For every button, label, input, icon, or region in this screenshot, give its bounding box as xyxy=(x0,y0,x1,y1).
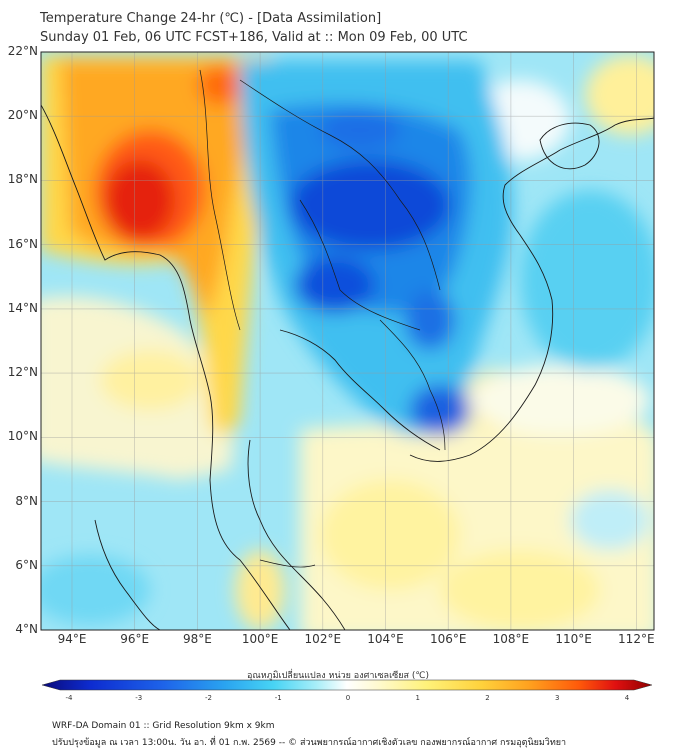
lat-label: 14°N xyxy=(7,300,38,315)
colorbar-tick-label: 2 xyxy=(485,694,490,702)
north-red-spot xyxy=(198,65,242,105)
cambodia-border xyxy=(379,319,446,451)
colorbar-title: อุณหภูมิเปลี่ยนแปลง หน่วย องศาเซลเซียส (… xyxy=(246,671,430,681)
sumatra-coast xyxy=(94,519,161,630)
west-coastline xyxy=(41,104,291,630)
cold-spot-north xyxy=(320,110,400,150)
china-south-coast xyxy=(559,117,654,151)
colorbar-tick-label: -1 xyxy=(274,694,282,702)
colorbar-tick-label: 3 xyxy=(555,694,560,702)
cold-spot-south xyxy=(410,385,470,435)
peninsula-east-coast xyxy=(247,439,346,630)
northeast-yellow-zone xyxy=(585,55,654,135)
malaysia-border xyxy=(259,559,316,568)
footer-credit: ปรับปรุงข้อมูล ณ เวลา 13:00น. วัน อา. ที… xyxy=(52,738,567,748)
coastlines-borders xyxy=(41,69,654,630)
myanmar-core-zone xyxy=(105,160,175,240)
south-china-sea-cool-zone xyxy=(520,190,654,370)
andaman-yellow-zone xyxy=(100,350,200,410)
thai-internal-border xyxy=(299,199,421,331)
lon-label: 108°E xyxy=(492,632,530,646)
lat-label: 8°N xyxy=(15,493,38,508)
map-frame xyxy=(40,51,655,631)
lon-label: 96°E xyxy=(120,632,150,646)
colorbar-tick-label: 1 xyxy=(415,694,420,702)
lat-label: 22°N xyxy=(7,44,38,58)
colorbar-tick-label: 0 xyxy=(345,694,351,702)
colorbar xyxy=(41,679,653,691)
temperature-field xyxy=(41,52,654,630)
lon-label: 98°E xyxy=(182,632,212,646)
lon-label: 100°E xyxy=(241,632,279,646)
lon-label: 104°E xyxy=(367,632,404,646)
lat-label: 10°N xyxy=(7,429,38,444)
colorbar-tick-label: -3 xyxy=(135,694,143,702)
lat-label: 6°N xyxy=(15,557,38,572)
coldest-core-north xyxy=(290,160,450,250)
sea-white-zone xyxy=(470,365,650,435)
cold-spot-east xyxy=(405,290,455,350)
myanmar-thai-border xyxy=(199,69,241,331)
colorbar-tick-label: 4 xyxy=(624,694,630,702)
vietnam-coastline xyxy=(409,149,561,462)
lon-label: 112°E xyxy=(618,632,655,646)
lat-label: 18°N xyxy=(7,172,38,187)
southwest-cool-zone xyxy=(41,555,150,625)
map-subtitle: Sunday 01 Feb, 06 UTC FCST+186, Valid at… xyxy=(40,30,468,45)
lat-label: 12°N xyxy=(7,365,38,380)
southeast-pale-zone xyxy=(570,490,650,550)
lon-label: 110°E xyxy=(555,632,592,646)
south-yellow-zone xyxy=(440,550,600,630)
laos-border xyxy=(239,79,441,291)
lat-label: 16°N xyxy=(7,236,38,251)
map-title: Temperature Change 24-hr (℃) - [Data Ass… xyxy=(40,11,382,26)
footer-model-info: WRF-DA Domain 01 :: Grid Resolution 9km … xyxy=(52,721,275,731)
gulf-of-thailand-coast xyxy=(279,329,441,451)
lon-label: 102°E xyxy=(304,632,342,646)
colorbar-tick-label: -4 xyxy=(65,694,73,702)
graticule xyxy=(41,52,654,630)
lon-label: 106°E xyxy=(429,632,467,646)
lat-label: 4°N xyxy=(15,622,38,636)
lon-label: 94°E xyxy=(57,632,87,646)
gulf-yellow-zone xyxy=(320,480,460,590)
hainan-island xyxy=(539,122,600,170)
colorbar-tick-label: -2 xyxy=(205,694,212,702)
coldest-core-central xyxy=(295,257,375,313)
lat-label: 20°N xyxy=(7,108,38,123)
